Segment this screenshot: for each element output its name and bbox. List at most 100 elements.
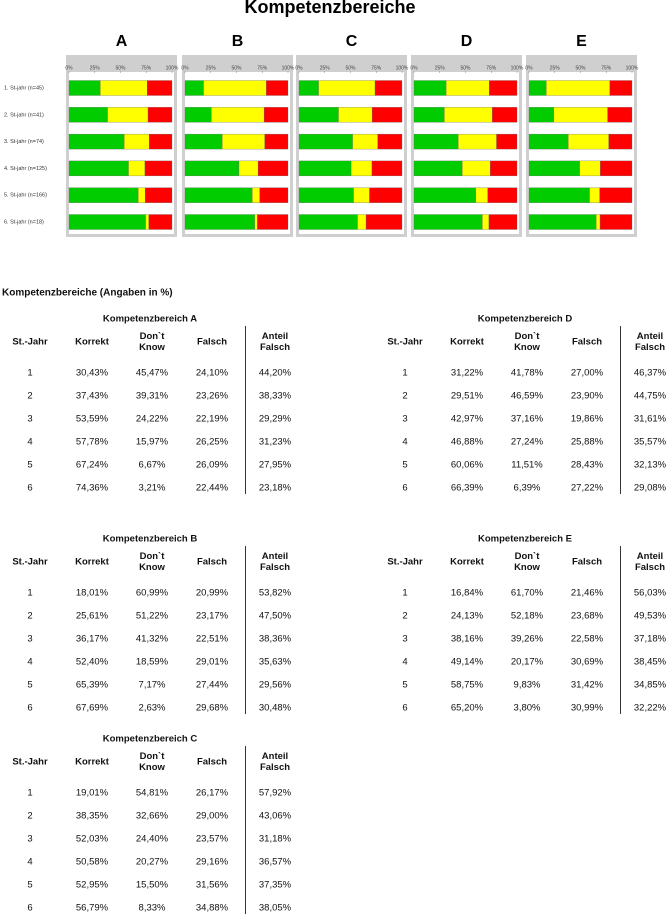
row-label: 5. St-jahr (n=166): [4, 193, 47, 199]
bar-segment: [413, 187, 477, 203]
bar-segment: [128, 160, 146, 177]
bar-segment: [596, 214, 601, 230]
bar-segment: [528, 160, 580, 177]
bar-segment: [68, 107, 108, 123]
table-cell: 23,18%: [258, 482, 292, 494]
bar-segment: [444, 107, 493, 123]
column-header: St.-Jahr: [387, 336, 423, 348]
bar-segment: [492, 107, 518, 123]
table-cell: 43,06%: [258, 810, 292, 822]
column-header: Anteil Falsch: [634, 331, 666, 353]
table-cell: 41,32%: [135, 633, 169, 645]
column-header: Don`t Know: [514, 331, 540, 353]
table-cell: 28,43%: [570, 459, 604, 471]
table-cell: 1: [402, 587, 408, 599]
x-tick-label: 25%: [435, 65, 446, 71]
table-cell: 22,44%: [195, 482, 229, 494]
column-header: Korrekt: [75, 336, 109, 348]
bar-segment: [488, 214, 518, 230]
row-label: 3. St-jahr (n=74): [4, 139, 44, 145]
table-cell: 51,22%: [135, 610, 169, 622]
table-cell: 32,22%: [633, 702, 667, 714]
column-header: Don`t Know: [514, 551, 540, 573]
table-cell: 24,40%: [135, 833, 169, 845]
table-title: Kompetenzbereich D: [477, 313, 573, 325]
table-cell: 44,20%: [258, 367, 292, 379]
table-cell: 50,58%: [75, 856, 109, 868]
table-cell: 37,18%: [633, 633, 667, 645]
charts: Kompetenzbereiche A 0% 25% 50% 75% 100% 1. St-…: [4, 0, 639, 237]
plot-area: [299, 72, 404, 234]
table-cell: 6: [27, 482, 33, 494]
column-header: Falsch: [571, 556, 603, 568]
bar-segment: [528, 133, 569, 150]
table-cell: 39,26%: [510, 633, 544, 645]
table-cell: 61,70%: [510, 587, 544, 599]
bar-segment: [298, 80, 319, 96]
table-cell: 30,48%: [258, 702, 292, 714]
table-cell: 32,66%: [135, 810, 169, 822]
bar-segment: [298, 133, 353, 150]
column-header: Korrekt: [450, 336, 484, 348]
table-cell: 2,63%: [138, 702, 166, 714]
x-tick-label: 100%: [511, 65, 524, 71]
table-cell: 4: [402, 656, 408, 668]
table-cell: 58,75%: [450, 679, 484, 691]
column-header: St.-Jahr: [12, 336, 48, 348]
bar-segment: [553, 107, 608, 123]
plot-area: [69, 72, 174, 234]
table-cell: 46,88%: [450, 436, 484, 448]
table-cell: 23,26%: [195, 390, 229, 402]
column-header: Falsch: [196, 756, 228, 768]
table-cell: 29,00%: [195, 810, 229, 822]
bar-segment: [298, 187, 354, 203]
bar-segment: [222, 133, 265, 150]
bar-segment: [528, 107, 555, 123]
table-cell: 53,82%: [258, 587, 292, 599]
column-header: Anteil Falsch: [259, 331, 291, 353]
table-cell: 46,37%: [633, 367, 667, 379]
table-cell: 29,08%: [633, 482, 667, 494]
x-tick-label: 25%: [550, 65, 561, 71]
bar-segment: [148, 214, 173, 230]
plot-area: [414, 72, 519, 234]
panel-title: A: [116, 33, 128, 50]
bar-segment: [377, 133, 403, 150]
table-title: Kompetenzbereich E: [478, 533, 572, 545]
bar-segment: [184, 187, 253, 203]
table-cell: 19,86%: [570, 413, 604, 425]
table-cell: 47,50%: [258, 610, 292, 622]
table-cell: 29,56%: [258, 679, 292, 691]
table-cell: 3,80%: [513, 702, 541, 714]
bar-segment: [413, 80, 447, 96]
table-cell: 24,22%: [135, 413, 169, 425]
table-cell: 65,39%: [75, 679, 109, 691]
bar-segment: [458, 133, 497, 150]
table-cell: 1: [27, 787, 33, 799]
bar-segment: [138, 187, 146, 203]
bar-segment: [148, 133, 173, 150]
table-cell: 42,97%: [450, 413, 484, 425]
table-cell: 45,47%: [135, 367, 169, 379]
table-cell: 9,83%: [513, 679, 541, 691]
table-cell: 24,13%: [450, 610, 484, 622]
table-cell: 27,95%: [258, 459, 292, 471]
table-cell: 27,22%: [570, 482, 604, 494]
table-cell: 29,01%: [195, 656, 229, 668]
x-tick-label: 75%: [371, 65, 382, 71]
column-header: Don`t Know: [139, 551, 165, 573]
bar-segment: [107, 107, 149, 123]
column-header: Korrekt: [75, 756, 109, 768]
table-cell: 23,90%: [570, 390, 604, 402]
column-header: Anteil Falsch: [259, 551, 291, 573]
x-tick-label: 100%: [626, 65, 639, 71]
table-cell: 39,31%: [135, 390, 169, 402]
table-cell: 34,88%: [195, 902, 229, 914]
bar-segment: [528, 80, 547, 96]
x-tick-label: 0%: [65, 65, 73, 71]
column-divider: [245, 326, 246, 494]
table-cell: 8,33%: [138, 902, 166, 914]
bar-segment: [353, 187, 370, 203]
bar-segment: [68, 187, 139, 203]
